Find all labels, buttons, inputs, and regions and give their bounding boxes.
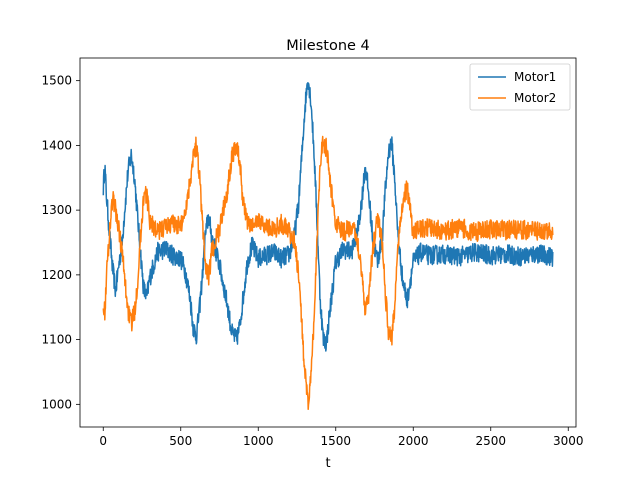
y-tick-label: 1500 (41, 74, 72, 88)
x-tick-label: 0 (99, 434, 107, 448)
x-tick-label: 1500 (320, 434, 351, 448)
chart-title: Milestone 4 (286, 38, 370, 54)
series-line-motor2 (102, 135, 554, 411)
y-tick-label: 1200 (41, 268, 72, 282)
plot-area (102, 81, 554, 411)
legend: Motor1 Motor2 (469, 63, 571, 111)
x-tick-label: 500 (169, 434, 192, 448)
y-tick-label: 1300 (41, 203, 72, 217)
legend-label-motor1: Motor1 (514, 70, 556, 84)
x-tick-label: 2000 (398, 434, 429, 448)
x-tick-label: 2500 (475, 434, 506, 448)
x-tick-label: 1000 (243, 434, 274, 448)
legend-label-motor2: Motor2 (514, 91, 556, 105)
series-line-motor1 (102, 81, 554, 352)
y-tick-label: 1100 (41, 333, 72, 347)
axes: 0 500 1000 1500 2000 2500 3000 1000 1100 1200 1300… (41, 57, 584, 448)
y-tick-label: 1400 (41, 138, 72, 152)
axes-frame (79, 57, 577, 428)
x-tick-label: 3000 (553, 434, 584, 448)
x-axis-label: t (325, 456, 330, 471)
y-tick-label: 1000 (41, 397, 72, 411)
